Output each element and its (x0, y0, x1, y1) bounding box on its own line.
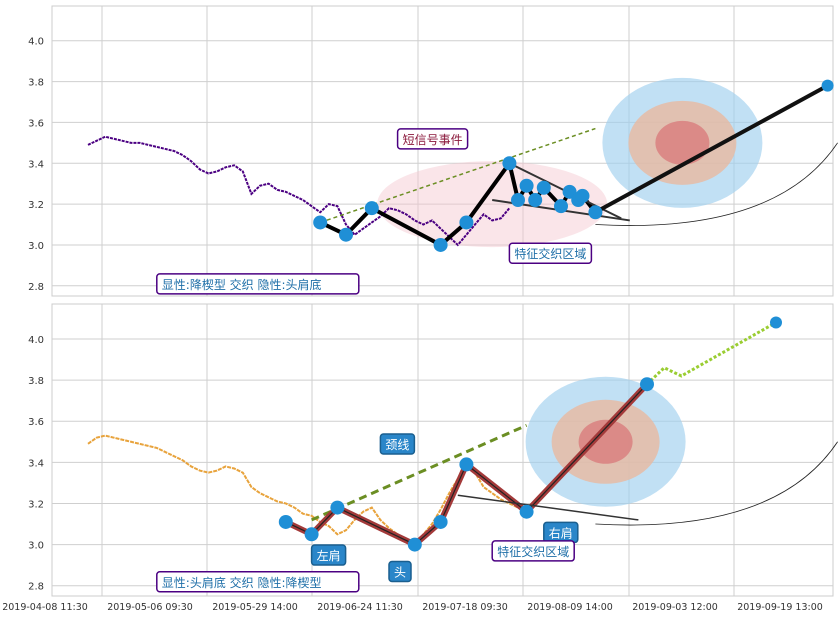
pattern-point-0 (313, 215, 328, 230)
y-tick-label: 3.0 (28, 541, 44, 552)
pattern-point-4 (433, 514, 448, 529)
y-tick-label: 2.8 (28, 282, 44, 293)
y-tick-label: 4.0 (28, 335, 44, 346)
price-line (87, 135, 511, 247)
annotation-1: 左肩 (317, 548, 341, 563)
annotation-box-2 (388, 560, 412, 583)
projection-line (594, 83, 829, 215)
annotation-2: 显性:降楔型 交织 隐性:头肩底 (162, 277, 322, 292)
annotation-0: 短信号事件 (403, 133, 463, 147)
annotation-3: 右肩 (549, 525, 573, 540)
annotation-4: 特征交织区域 (497, 544, 569, 559)
annotation-box-4 (491, 540, 575, 562)
x-tick-label-5: 2019-08-09 14:00 (527, 602, 613, 613)
pattern-point-8 (528, 193, 543, 208)
annotation-box-0 (379, 433, 416, 455)
annotation-5: 显性:头肩底 交织 隐性:降楔型 (162, 575, 322, 590)
annotation-box-2 (156, 273, 360, 295)
x-tick-label-2: 2019-05-29 14:00 (212, 602, 298, 613)
y-tick-label: 3.2 (28, 499, 44, 510)
annotation-box-1 (508, 242, 593, 264)
pattern-point-7 (519, 178, 534, 193)
projection-curve (595, 142, 838, 226)
neckline (310, 423, 528, 522)
x-tick-label-4: 2019-07-18 09:30 (422, 602, 508, 613)
y-tick-label: 3.0 (28, 241, 44, 252)
pattern-point-6 (519, 504, 534, 519)
end-point (821, 79, 834, 92)
pattern-point-2 (330, 500, 345, 515)
pattern-point-5 (459, 457, 474, 472)
y-tick-label: 3.6 (28, 118, 44, 129)
pattern-point-13 (575, 188, 590, 203)
x-tick-label-0: 2019-04-08 11:30 (2, 602, 88, 613)
y-tick-label: 3.2 (28, 200, 44, 211)
pattern-point-2 (364, 201, 379, 216)
y-tick-label: 3.4 (28, 159, 44, 170)
pattern-point-7 (640, 377, 654, 392)
pattern-point-3 (433, 237, 448, 252)
plot-frame (51, 303, 834, 597)
end-point (770, 316, 782, 329)
pattern-point-3 (407, 537, 422, 552)
wedge-lower (457, 494, 639, 521)
pattern-point-5 (502, 156, 517, 171)
y-tick-label: 3.6 (28, 417, 44, 428)
pattern-point-6 (511, 193, 525, 208)
x-tick-label-1: 2019-05-06 09:30 (107, 602, 193, 613)
y-tick-label: 2.8 (28, 582, 44, 593)
pattern-point-9 (536, 180, 551, 195)
x-tick-label-3: 2019-06-24 11:30 (317, 602, 403, 613)
target-inner-ring (655, 120, 710, 165)
target-inner-ring (578, 419, 633, 464)
annotation-1: 特征交织区域 (514, 246, 586, 261)
y-tick-label: 3.8 (28, 78, 44, 89)
pattern-point-14 (588, 205, 603, 220)
pattern-point-1 (304, 527, 319, 542)
annotation-box-0 (396, 128, 469, 150)
annotation-box-5 (156, 571, 360, 593)
x-tick-label-7: 2019-09-19 13:00 (737, 602, 823, 613)
annotation-box-1 (310, 544, 347, 566)
annotation-2: 头 (394, 565, 406, 579)
y-tick-label: 4.0 (28, 37, 44, 48)
pattern-point-10 (554, 199, 568, 214)
y-tick-label: 3.4 (28, 458, 44, 469)
y-tick-label: 3.8 (28, 376, 44, 387)
annotation-0: 颈线 (385, 438, 409, 452)
pattern-point-0 (278, 514, 293, 529)
projection-curve (595, 441, 838, 526)
pattern-point-4 (459, 215, 474, 230)
x-tick-label-6: 2019-09-03 12:00 (632, 602, 718, 613)
projection-line (645, 321, 777, 386)
pattern-point-1 (339, 227, 353, 242)
